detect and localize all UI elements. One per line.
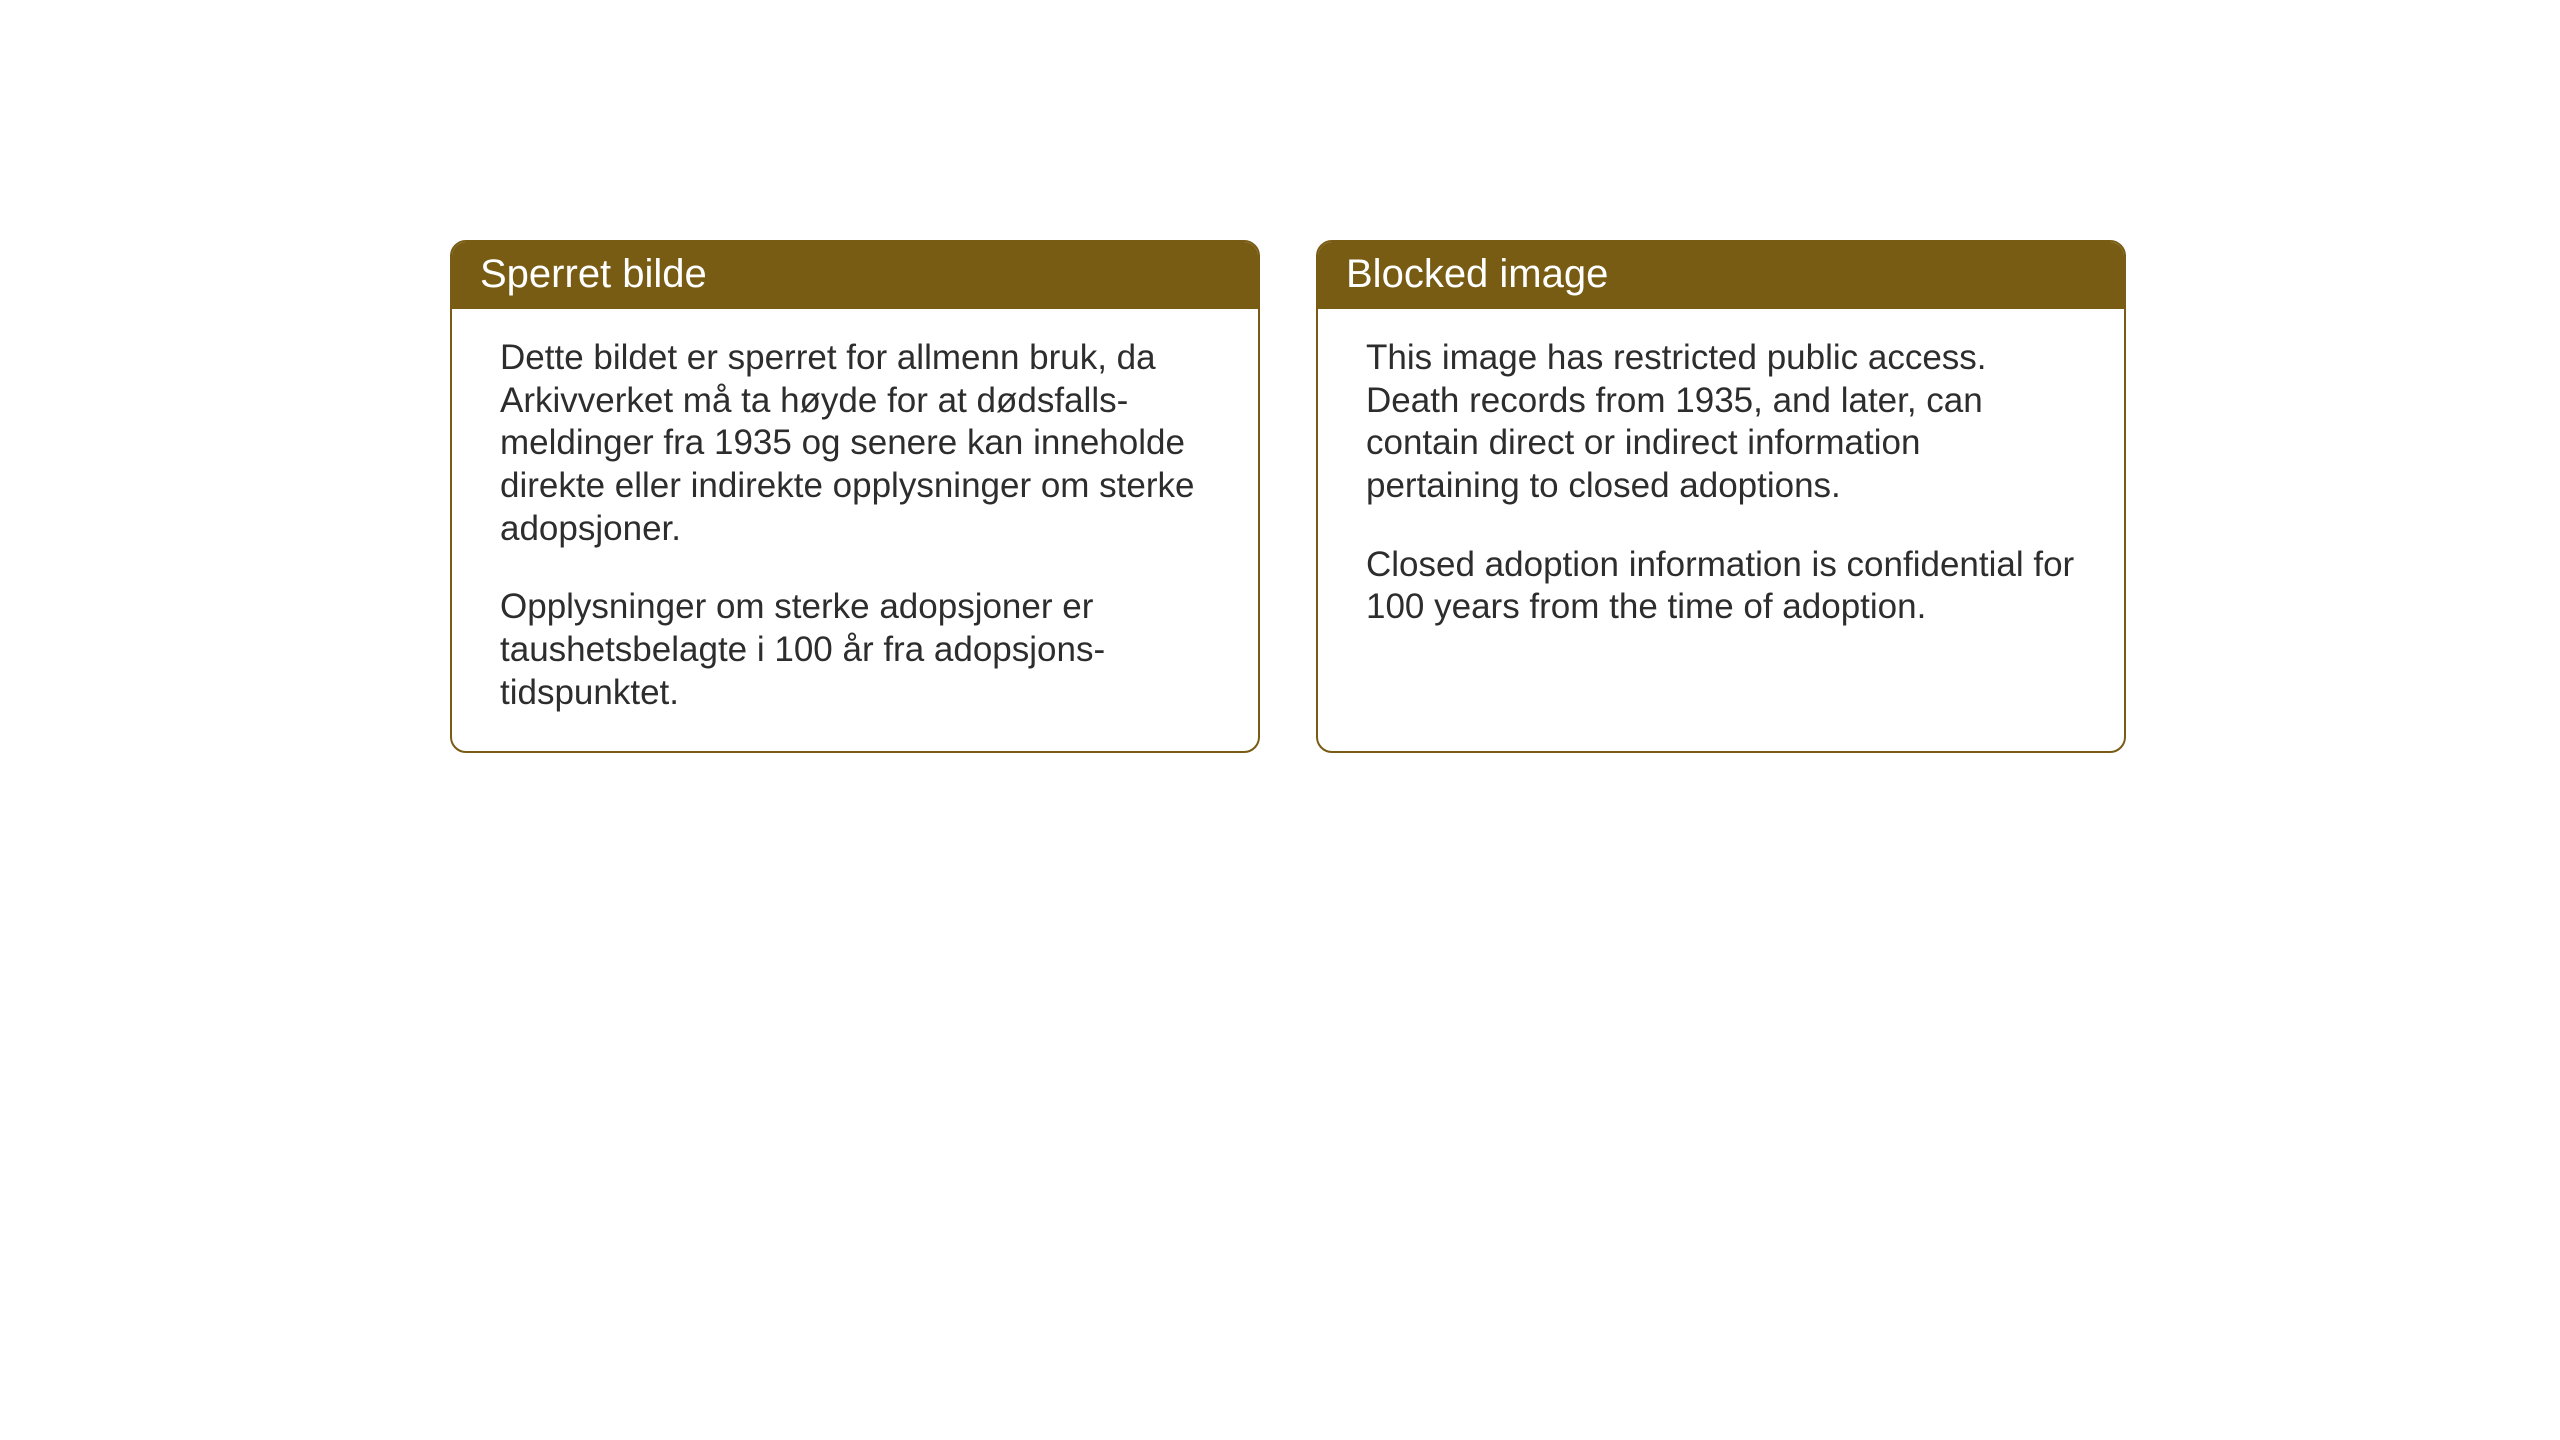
card-english: Blocked image This image has restricted … [1316,240,2126,753]
card-paragraph-2: Closed adoption information is confident… [1366,544,2076,629]
card-paragraph-1: This image has restricted public access.… [1366,337,2076,508]
card-header-english: Blocked image [1318,242,2124,309]
cards-container: Sperret bilde Dette bildet er sperret fo… [450,240,2126,753]
card-title: Blocked image [1346,252,1608,296]
card-title: Sperret bilde [480,252,707,296]
card-norwegian: Sperret bilde Dette bildet er sperret fo… [450,240,1260,753]
card-body-norwegian: Dette bildet er sperret for allmenn bruk… [452,309,1258,751]
card-header-norwegian: Sperret bilde [452,242,1258,309]
card-paragraph-2: Opplysninger om sterke adopsjoner er tau… [500,586,1210,714]
card-paragraph-1: Dette bildet er sperret for allmenn bruk… [500,337,1210,550]
card-body-english: This image has restricted public access.… [1318,309,2124,665]
